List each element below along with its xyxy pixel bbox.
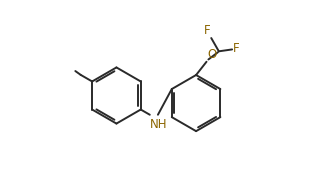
Text: F: F (233, 42, 239, 55)
Text: O: O (207, 48, 216, 61)
Text: F: F (204, 24, 211, 37)
Text: NH: NH (150, 118, 168, 131)
